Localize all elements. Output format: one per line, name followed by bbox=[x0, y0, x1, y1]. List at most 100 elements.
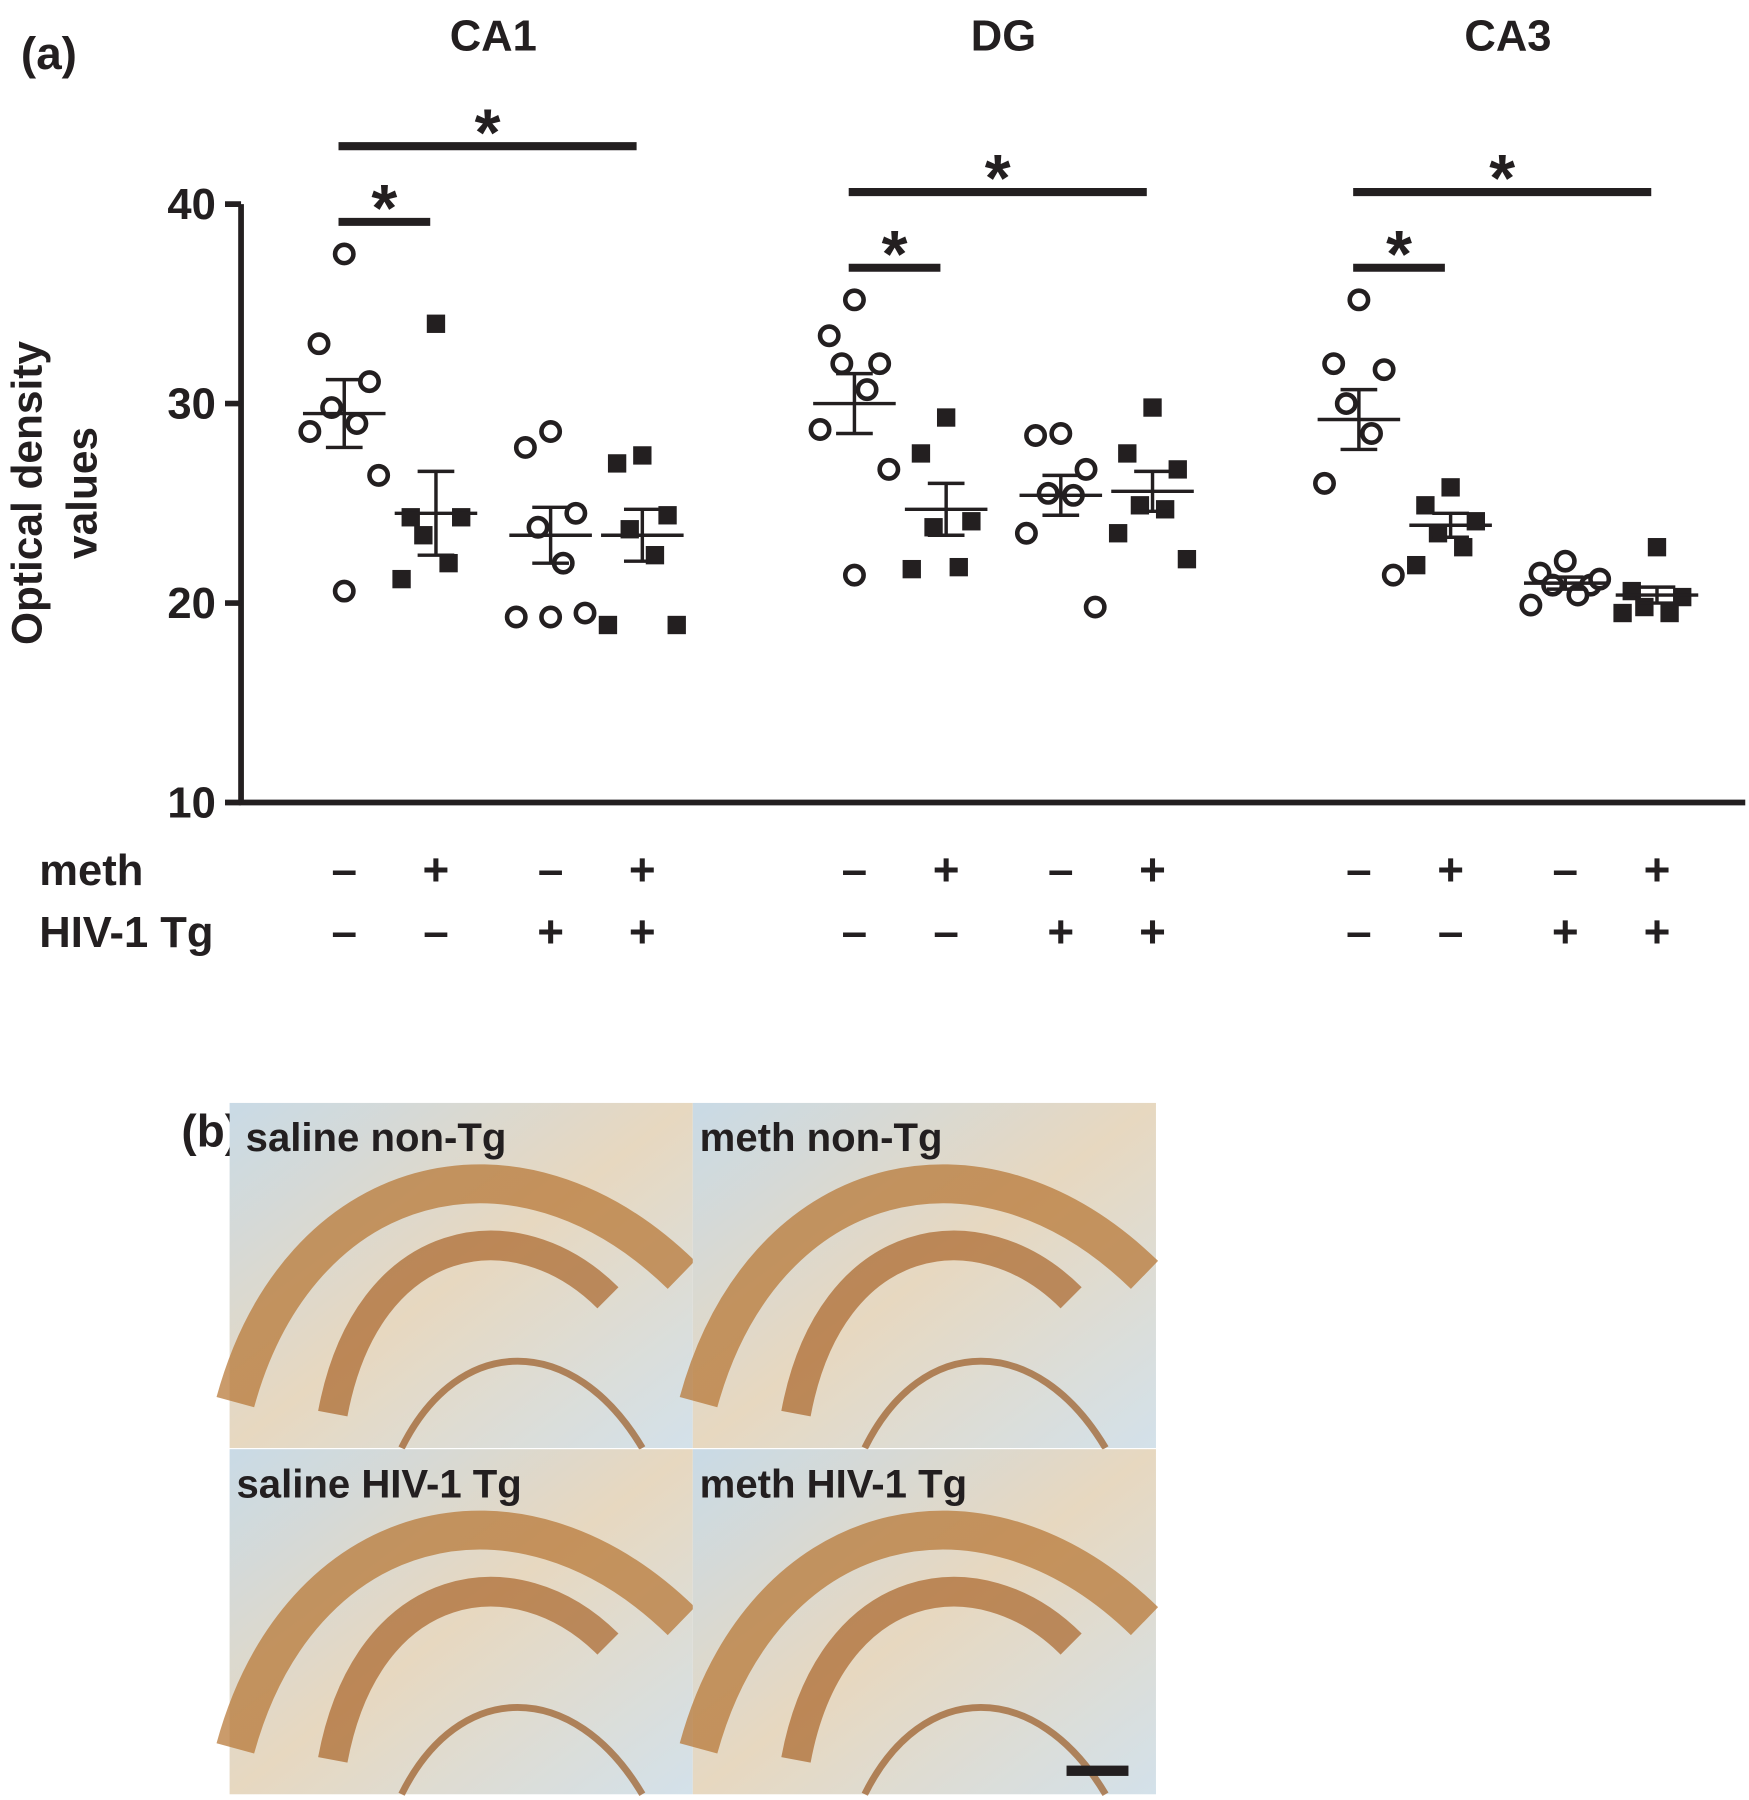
condition-sign: + bbox=[1437, 843, 1464, 895]
condition-sign: + bbox=[933, 843, 960, 895]
data-point bbox=[426, 314, 446, 333]
tissue-band bbox=[861, 1357, 1109, 1450]
tissue-band bbox=[216, 1510, 695, 1754]
data-point bbox=[439, 553, 458, 573]
condition-sign: + bbox=[1644, 905, 1671, 957]
micrograph-label: saline non-Tg bbox=[246, 1115, 507, 1160]
data-point bbox=[911, 444, 931, 463]
data-point bbox=[830, 352, 854, 376]
y-tick-label: 10 bbox=[167, 779, 215, 827]
data-point bbox=[1519, 593, 1543, 617]
condition-sign: + bbox=[629, 843, 656, 895]
error-bar bbox=[927, 481, 965, 537]
panel-title: CA3 bbox=[1464, 12, 1551, 60]
tissue-band bbox=[398, 1703, 646, 1797]
data-point bbox=[1673, 587, 1692, 607]
panel-label: (a) bbox=[21, 27, 77, 79]
data-point bbox=[367, 463, 391, 487]
data-point bbox=[401, 508, 420, 527]
data-point bbox=[513, 435, 537, 459]
condition-sign: – bbox=[1346, 905, 1372, 957]
condition-sign: + bbox=[423, 843, 450, 895]
data-point bbox=[1118, 444, 1137, 463]
data-point bbox=[1014, 521, 1038, 545]
data-point bbox=[1660, 603, 1679, 623]
condition-sign: + bbox=[1139, 905, 1166, 957]
error-bar bbox=[325, 377, 363, 450]
data-point bbox=[504, 605, 528, 629]
condition-sign: + bbox=[1139, 843, 1166, 895]
data-point bbox=[842, 288, 866, 312]
data-point bbox=[1334, 392, 1358, 416]
error-bar bbox=[1546, 575, 1584, 591]
error-bar bbox=[1042, 473, 1080, 518]
data-point bbox=[452, 508, 471, 527]
condition-sign: – bbox=[1553, 843, 1579, 895]
condition-sign: + bbox=[537, 905, 564, 957]
data-point bbox=[902, 559, 921, 579]
tissue-band bbox=[781, 1230, 1082, 1417]
data-point bbox=[667, 615, 686, 635]
data-point bbox=[332, 579, 356, 603]
data-point bbox=[1083, 595, 1107, 619]
data-point bbox=[392, 569, 411, 589]
tissue-band bbox=[216, 1164, 695, 1408]
significance-label: * bbox=[985, 142, 1011, 216]
data-point bbox=[1049, 422, 1073, 445]
error-bar bbox=[1432, 511, 1469, 539]
significance-label: * bbox=[882, 218, 908, 292]
y-tick-label: 40 bbox=[167, 181, 215, 229]
y-axis-label: Optical density bbox=[4, 341, 51, 645]
data-point bbox=[1553, 549, 1577, 573]
data-point bbox=[573, 601, 597, 625]
data-point bbox=[1143, 398, 1162, 417]
data-point bbox=[1360, 422, 1383, 445]
data-point bbox=[855, 378, 879, 402]
tissue-band bbox=[318, 1230, 619, 1417]
data-point bbox=[877, 457, 901, 481]
error-bar bbox=[1638, 585, 1676, 605]
data-point bbox=[607, 454, 627, 473]
condition-sign: + bbox=[629, 905, 656, 957]
panel-title: DG bbox=[971, 12, 1036, 60]
y-tick-label: 20 bbox=[167, 580, 215, 628]
condition-sign: – bbox=[1346, 843, 1372, 895]
data-point bbox=[1622, 581, 1641, 601]
data-point bbox=[332, 242, 356, 266]
data-point bbox=[1407, 555, 1426, 575]
tissue-band bbox=[398, 1357, 646, 1450]
data-point bbox=[345, 412, 369, 435]
y-tick-label: 30 bbox=[167, 380, 215, 428]
error-bar bbox=[1340, 387, 1378, 452]
data-point bbox=[817, 324, 841, 348]
tissue-band bbox=[861, 1703, 1109, 1797]
condition-sign: – bbox=[842, 905, 868, 957]
panel-title: CA1 bbox=[450, 12, 537, 60]
condition-sign: – bbox=[331, 905, 357, 957]
data-point bbox=[1454, 538, 1473, 557]
error-bar bbox=[836, 371, 873, 436]
data-point bbox=[358, 370, 381, 394]
data-point bbox=[658, 506, 677, 525]
data-point bbox=[1381, 563, 1405, 587]
y-axis-label: values bbox=[59, 427, 106, 559]
data-point bbox=[633, 446, 652, 465]
tissue-band bbox=[781, 1576, 1082, 1763]
condition-sign: + bbox=[1644, 843, 1671, 895]
tissue-band bbox=[318, 1576, 619, 1763]
data-point bbox=[1024, 424, 1048, 447]
data-point bbox=[1108, 524, 1128, 543]
data-point bbox=[1647, 538, 1667, 557]
error-bar bbox=[417, 469, 455, 557]
data-point bbox=[808, 418, 832, 441]
micrograph-label: meth HIV-1 Tg bbox=[700, 1461, 967, 1506]
data-point bbox=[1177, 549, 1197, 569]
data-point bbox=[1372, 358, 1396, 382]
data-point bbox=[1613, 603, 1632, 623]
data-point bbox=[1635, 597, 1654, 617]
data-point bbox=[1416, 496, 1435, 515]
data-point bbox=[298, 420, 322, 443]
micrograph-label: saline HIV-1 Tg bbox=[236, 1461, 521, 1506]
error-bar bbox=[532, 505, 569, 565]
